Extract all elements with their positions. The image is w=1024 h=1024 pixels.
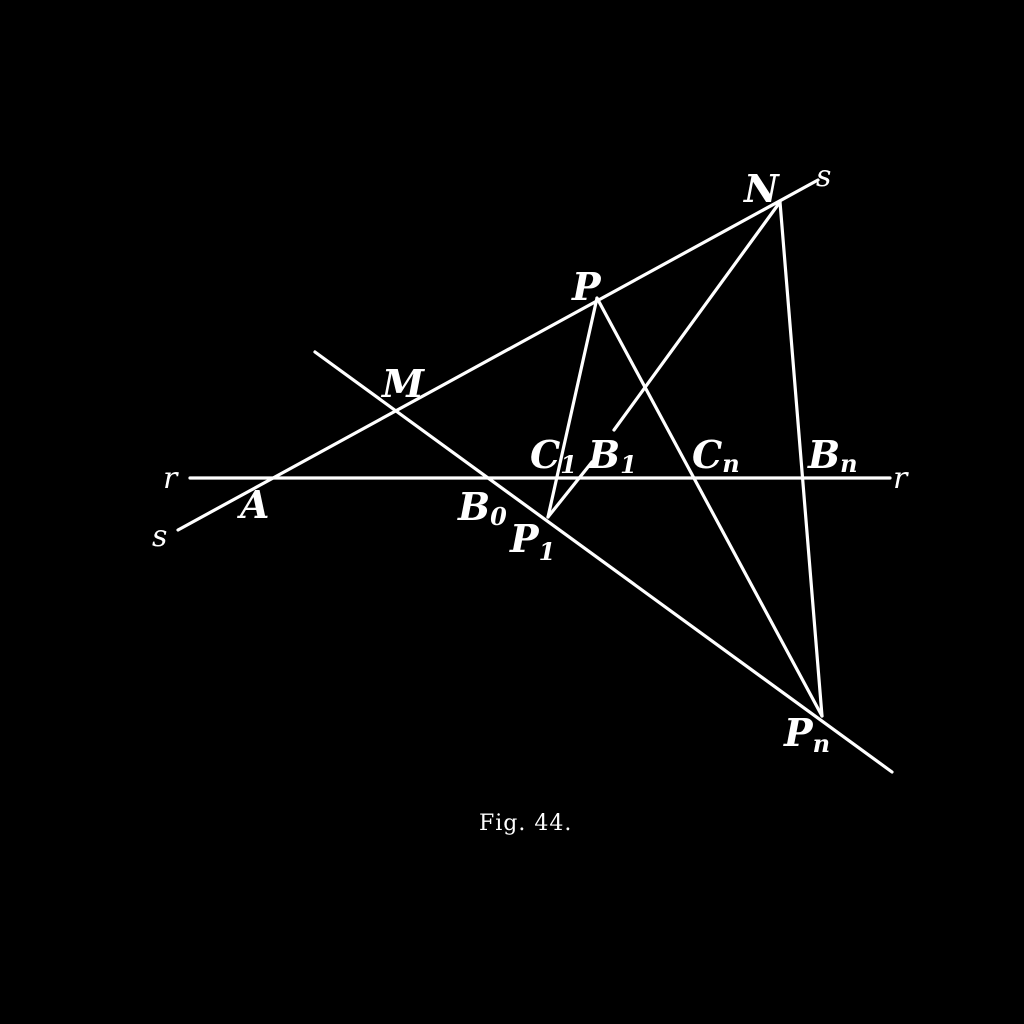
figure-caption: Fig. 44. — [479, 811, 572, 836]
label-s-upper: s — [816, 159, 831, 194]
label-point-b1: B1 — [587, 432, 637, 479]
segment-b1-n — [612, 200, 782, 432]
label-point-c1: C1 — [530, 432, 577, 479]
segment-p1-b1 — [546, 460, 594, 519]
label-point-m: M — [380, 361, 425, 406]
label-point-a: A — [237, 482, 269, 527]
segment-p-pn — [595, 296, 824, 718]
label-point-p: P — [571, 264, 602, 309]
label-point-p1: P1 — [509, 516, 555, 566]
segment-n-pn — [778, 200, 824, 718]
segment-p-p1 — [546, 296, 599, 519]
label-point-b0: B0 — [457, 484, 507, 531]
label-r-left: r — [163, 461, 179, 496]
label-r-right: r — [893, 461, 909, 496]
line-through-m — [313, 350, 894, 774]
label-s-lower: s — [152, 519, 167, 554]
label-point-pn: Pn — [783, 710, 830, 758]
line-s — [176, 178, 820, 532]
label-point-bn: Bn — [807, 432, 858, 478]
label-point-cn: Cn — [692, 432, 740, 478]
label-point-n: N — [743, 166, 780, 211]
